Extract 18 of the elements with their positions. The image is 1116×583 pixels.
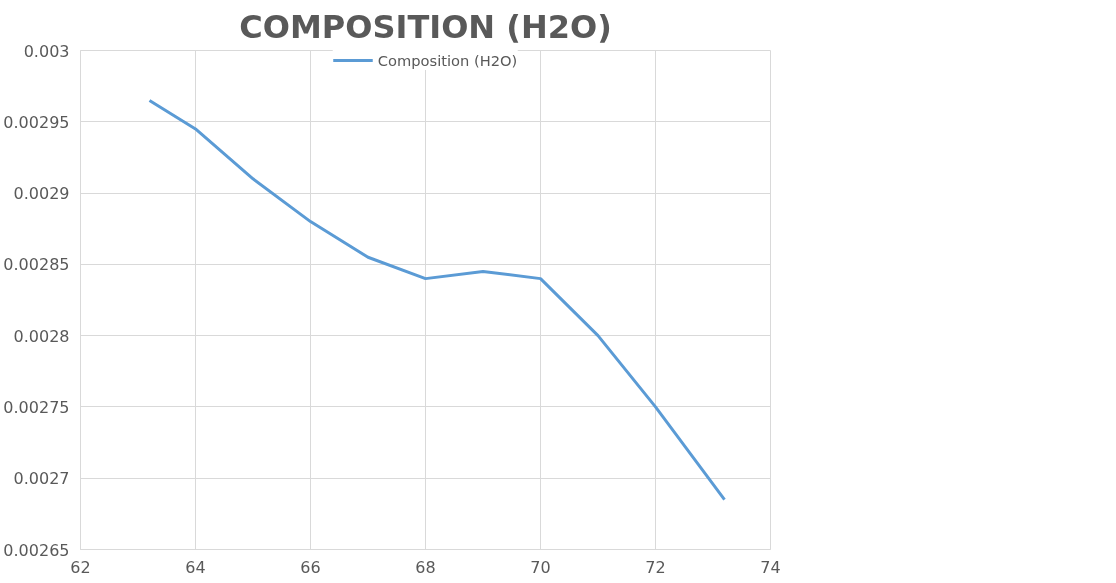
x-tick-label: 72 (645, 557, 666, 577)
x-tick-label: 68 (415, 557, 436, 577)
x-tick-label: 62 (70, 557, 91, 577)
x-tick-label: 74 (760, 557, 781, 577)
y-tick-label: 0.00265 (3, 540, 70, 560)
x-tick-label: 70 (530, 557, 551, 577)
y-tick-label: 0.003 (23, 41, 70, 61)
y-tick-label: 0.00275 (3, 397, 70, 417)
x-tick-label: 66 (300, 557, 321, 577)
line-series (148, 98, 726, 502)
chart-title: COMPOSITION (H2O) (239, 7, 612, 46)
legend-label: Composition (H2O) (377, 51, 518, 69)
y-tick-label: 0.0029 (13, 184, 70, 204)
y-tick-label: 0.0028 (13, 326, 70, 346)
x-tick-label: 64 (185, 557, 206, 577)
y-tick-label: 0.00285 (3, 255, 70, 275)
y-tick-label: 0.00295 (3, 112, 70, 132)
y-tick-label: 0.0027 (13, 469, 70, 489)
